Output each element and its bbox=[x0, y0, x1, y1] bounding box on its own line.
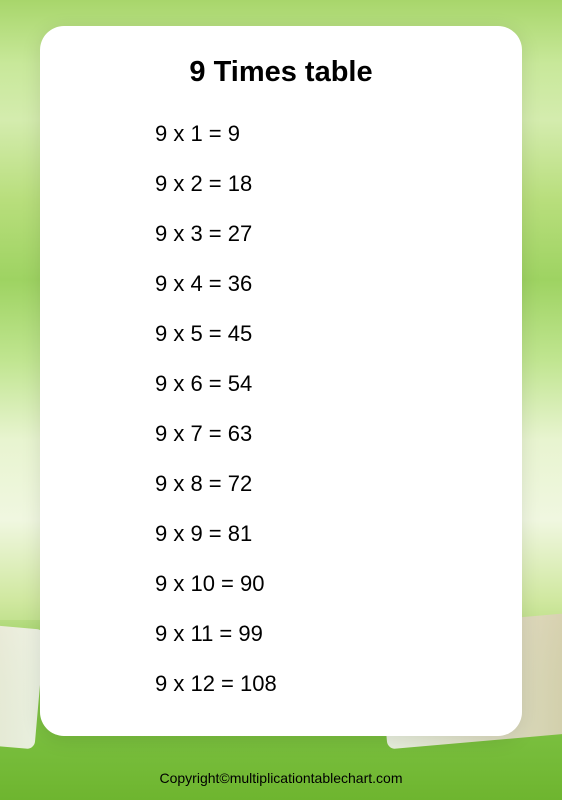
times-table-card: 9 Times table 9 x 1 = 9 9 x 2 = 18 9 x 3… bbox=[40, 26, 522, 736]
table-row: 9 x 12 = 108 bbox=[155, 659, 482, 709]
copyright-text: Copyright©multiplicationtablechart.com bbox=[0, 770, 562, 786]
table-row: 9 x 3 = 27 bbox=[155, 209, 482, 259]
table-row: 9 x 7 = 63 bbox=[155, 409, 482, 459]
card-title: 9 Times table bbox=[80, 56, 482, 89]
table-row: 9 x 4 = 36 bbox=[155, 259, 482, 309]
table-row: 9 x 11 = 99 bbox=[155, 609, 482, 659]
table-row: 9 x 6 = 54 bbox=[155, 359, 482, 409]
table-row: 9 x 10 = 90 bbox=[155, 559, 482, 609]
multiplication-rows-container: 9 x 1 = 9 9 x 2 = 18 9 x 3 = 27 9 x 4 = … bbox=[80, 109, 482, 709]
table-row: 9 x 5 = 45 bbox=[155, 309, 482, 359]
table-row: 9 x 2 = 18 bbox=[155, 159, 482, 209]
table-row: 9 x 9 = 81 bbox=[155, 509, 482, 559]
table-row: 9 x 1 = 9 bbox=[155, 109, 482, 159]
table-row: 9 x 8 = 72 bbox=[155, 459, 482, 509]
